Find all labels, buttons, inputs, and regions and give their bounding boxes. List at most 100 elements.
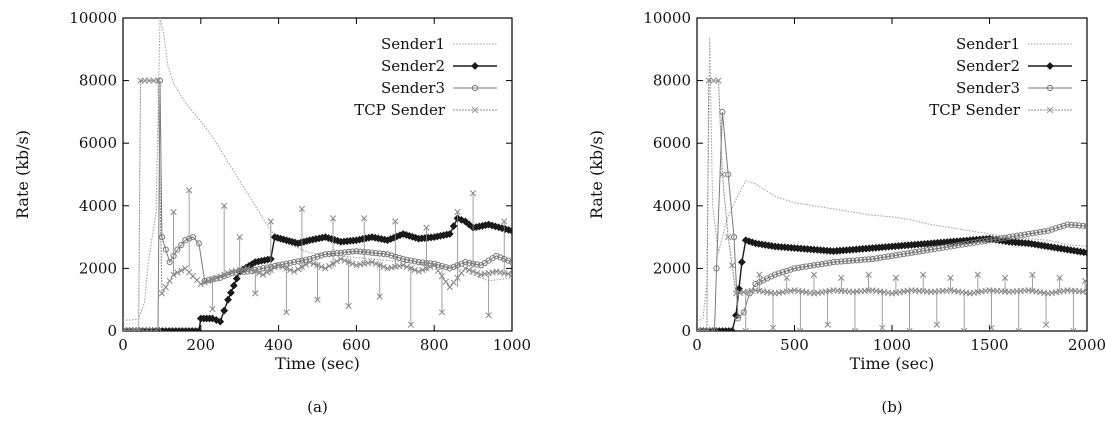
data-point — [473, 261, 481, 268]
x-tick-label: 1000 — [493, 336, 531, 354]
data-point — [162, 284, 169, 291]
data-point — [182, 237, 189, 244]
data-point — [1042, 321, 1050, 328]
data-point — [271, 264, 278, 271]
legend-label: TCP Sender — [929, 101, 1021, 119]
data-point — [485, 312, 492, 319]
legend-marker — [471, 84, 479, 92]
data-point — [799, 264, 806, 271]
data-point — [826, 259, 833, 266]
data-point — [248, 266, 255, 274]
data-point — [469, 268, 477, 275]
y-tick-label: 6000 — [79, 134, 117, 152]
data-point — [725, 171, 732, 178]
data-point — [442, 264, 449, 271]
data-point — [896, 251, 903, 258]
data-point — [384, 251, 391, 258]
x-tick-label: 800 — [420, 336, 449, 354]
data-point — [775, 270, 783, 277]
data-point — [791, 265, 798, 272]
data-point — [935, 245, 942, 252]
data-point — [326, 262, 333, 270]
data-point — [403, 263, 411, 270]
y-tick-label: 0 — [681, 322, 691, 340]
legend-label: TCP Sender — [354, 101, 446, 119]
data-point — [960, 327, 968, 331]
data-point — [333, 258, 341, 265]
data-point — [927, 246, 935, 253]
data-point — [446, 284, 453, 291]
data-point — [959, 241, 966, 248]
data-point — [846, 257, 853, 264]
x-tick-label: 1500 — [970, 336, 1008, 354]
data-point — [713, 265, 720, 272]
data-point — [407, 265, 415, 272]
data-point — [737, 258, 746, 267]
data-point — [224, 295, 232, 304]
data-point — [380, 263, 387, 270]
data-point — [174, 269, 181, 276]
data-point — [771, 271, 779, 278]
data-point — [1060, 222, 1067, 229]
data-point — [865, 256, 872, 263]
data-point — [201, 279, 208, 286]
data-point — [228, 269, 236, 277]
data-point — [462, 265, 469, 272]
series-sender2 — [697, 234, 1087, 331]
data-point — [461, 217, 470, 226]
y-tick-label: 10000 — [643, 9, 691, 27]
data-point — [947, 243, 954, 250]
data-point — [411, 266, 418, 274]
data-point — [1001, 274, 1009, 281]
data-point — [824, 321, 831, 328]
data-point — [229, 281, 238, 290]
data-point — [170, 208, 177, 216]
data-point — [1070, 327, 1077, 331]
data-point — [216, 317, 225, 326]
series-tcp-sender — [123, 77, 512, 331]
data-point — [166, 277, 173, 285]
data-point — [298, 205, 306, 213]
x-tick-label: 0 — [118, 336, 128, 354]
data-point — [244, 265, 251, 272]
data-point — [154, 327, 162, 331]
data-point — [322, 265, 329, 272]
data-point — [730, 234, 738, 241]
data-point — [209, 305, 216, 313]
data-point — [213, 274, 220, 281]
data-point — [349, 260, 356, 267]
data-point — [411, 258, 418, 265]
data-point — [146, 327, 153, 331]
data-point — [201, 277, 208, 285]
data-point — [217, 273, 224, 280]
data-point — [707, 327, 714, 331]
x-tick-label: 400 — [264, 336, 293, 354]
data-point — [329, 215, 337, 222]
data-point — [361, 215, 368, 222]
data-point — [697, 327, 701, 331]
data-point — [705, 77, 712, 84]
data-point — [1056, 223, 1063, 231]
data-point — [797, 327, 804, 331]
data-point — [865, 271, 872, 278]
data-point — [697, 327, 701, 331]
y-tick-label: 0 — [107, 322, 117, 340]
data-point — [1017, 232, 1024, 239]
data-point — [746, 290, 753, 297]
data-point — [438, 309, 446, 316]
data-point — [434, 261, 442, 268]
series-sender2 — [123, 214, 512, 331]
legend-marker — [1046, 62, 1054, 70]
data-point — [849, 257, 857, 264]
data-point — [450, 279, 457, 286]
data-point — [1041, 228, 1048, 235]
data-point — [174, 246, 181, 253]
data-point — [450, 263, 457, 270]
data-point — [970, 239, 978, 246]
data-point — [434, 267, 442, 274]
data-point — [341, 249, 348, 256]
data-point — [279, 263, 286, 270]
x-tick-label: 200 — [186, 336, 215, 354]
data-point — [368, 249, 376, 256]
data-point — [1068, 221, 1075, 228]
